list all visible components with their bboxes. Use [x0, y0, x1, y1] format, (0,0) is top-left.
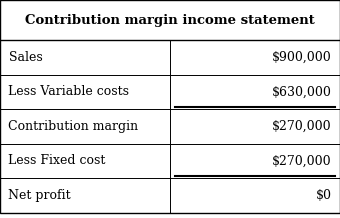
- Text: $270,000: $270,000: [272, 120, 332, 133]
- Text: Contribution margin income statement: Contribution margin income statement: [25, 14, 315, 27]
- Text: Sales: Sales: [8, 51, 42, 64]
- Text: $0: $0: [316, 189, 332, 202]
- Text: $630,000: $630,000: [272, 85, 332, 99]
- Text: $900,000: $900,000: [272, 51, 332, 64]
- Text: Less Variable costs: Less Variable costs: [8, 85, 130, 99]
- Text: Net profit: Net profit: [8, 189, 71, 202]
- Text: Contribution margin: Contribution margin: [8, 120, 139, 133]
- Text: Less Fixed cost: Less Fixed cost: [8, 154, 106, 167]
- Text: $270,000: $270,000: [272, 154, 332, 167]
